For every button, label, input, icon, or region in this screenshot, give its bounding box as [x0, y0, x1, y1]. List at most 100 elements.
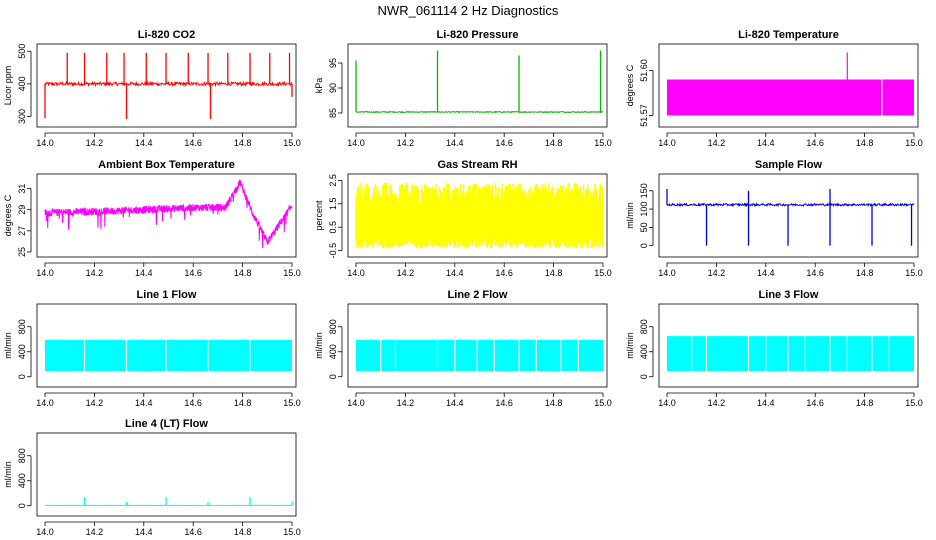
x-tick-label: 14.0	[658, 268, 676, 278]
x-tick-label: 14.4	[446, 268, 464, 278]
y-tick-label: 800	[639, 319, 649, 334]
x-tick-label: 15.0	[283, 138, 301, 148]
plot-frame	[347, 303, 608, 388]
x-tick-label: 15.0	[905, 268, 923, 278]
series-sample-flow	[666, 188, 915, 246]
y-tick-label: 500	[17, 44, 27, 59]
panel-line4: Line 4 (LT) Flow 14.0 14.2 14.4 14.6 14.8 15.0…	[3, 418, 301, 537]
plot-frame	[658, 43, 919, 128]
y-tick-label: 300	[17, 109, 27, 124]
panel-pressure: Li-820 Pressure 14.0 14.2 14.4 14.6 14.8 15.0 8…	[314, 29, 612, 148]
x-tick-label: 14.8	[856, 268, 874, 278]
series-line	[44, 179, 293, 248]
x-tick-label: 14.8	[856, 138, 874, 148]
x-tick-label: 14.0	[36, 268, 54, 278]
flow-band	[356, 339, 603, 372]
series-line	[44, 80, 293, 88]
series-rh	[355, 182, 604, 249]
figure-title: NWR_061114 2 Hz Diagnostics	[378, 3, 559, 18]
y-tick-label: 27	[17, 226, 27, 236]
y-tick-label: 0	[328, 374, 338, 379]
series-line3	[667, 336, 914, 372]
x-tick-label: 15.0	[283, 527, 301, 537]
x-tick-label: 14.4	[135, 527, 153, 537]
x-tick-label: 14.6	[495, 138, 513, 148]
x-tick-label: 14.0	[36, 398, 54, 408]
series-box-temp	[44, 179, 293, 248]
y-axis-label: kPa	[314, 78, 324, 94]
x-tick-label: 14.8	[545, 398, 563, 408]
x-tick-label: 14.2	[708, 398, 726, 408]
x-tick-label: 14.0	[36, 138, 54, 148]
y-tick-label: 0	[17, 503, 27, 508]
plot-frame	[36, 303, 297, 388]
x-tick-label: 14.0	[36, 527, 54, 537]
x-tick-label: 14.6	[806, 268, 824, 278]
x-tick-label: 14.2	[397, 268, 415, 278]
x-tick-label: 15.0	[283, 268, 301, 278]
y-axis-label: Licor ppm	[3, 66, 13, 106]
x-tick-label: 14.4	[757, 398, 775, 408]
x-tick-label: 14.8	[234, 527, 252, 537]
y-tick-label: 400	[328, 344, 338, 359]
x-tick-label: 14.2	[86, 138, 104, 148]
y-axis-label: ml/min	[3, 461, 13, 488]
panel-title: Gas Stream RH	[437, 159, 517, 171]
plot-frame	[36, 432, 297, 517]
y-tick-label: 800	[328, 319, 338, 334]
x-tick-label: 14.0	[658, 398, 676, 408]
y-tick-label: 400	[17, 473, 27, 488]
x-tick-label: 14.0	[347, 268, 365, 278]
panel-title: Li-820 Temperature	[738, 29, 839, 41]
x-tick-label: 14.0	[347, 398, 365, 408]
x-tick-label: 14.4	[135, 268, 153, 278]
series-line2	[356, 339, 603, 372]
flow-band	[667, 79, 914, 116]
panel-line3: Line 3 Flow 14.0 14.2 14.4 14.6 14.8 15.0 0 400 8…	[625, 289, 923, 408]
y-tick-label: 85	[328, 108, 338, 118]
panel-rh: Gas Stream RH 14.0 14.2 14.4 14.6 14.8 15.0 -0.…	[314, 159, 612, 278]
series-line1	[45, 339, 292, 372]
plot-frame	[36, 43, 297, 128]
panel-co2: Li-820 CO2 14.0 14.2 14.4 14.6 14.8 15.0 300 400…	[3, 29, 301, 148]
x-tick-label: 14.2	[86, 527, 104, 537]
x-tick-label: 14.4	[757, 138, 775, 148]
y-tick-label: 800	[17, 319, 27, 334]
x-tick-label: 14.8	[545, 138, 563, 148]
x-tick-label: 14.6	[184, 527, 202, 537]
panel-title: Line 1 Flow	[137, 289, 197, 301]
y-tick-label: 1.5	[328, 198, 338, 211]
x-tick-label: 14.0	[347, 138, 365, 148]
flow-band	[45, 339, 292, 372]
x-tick-label: 14.2	[86, 268, 104, 278]
y-axis-label: ml/min	[625, 332, 635, 359]
panel-box-temp: Ambient Box Temperature 14.0 14.2 14.4 14.6 1…	[3, 159, 301, 278]
series-co2	[44, 52, 293, 120]
panel-line1: Line 1 Flow 14.0 14.2 14.4 14.6 14.8 15.0 0 400 8…	[3, 289, 301, 408]
x-tick-label: 14.4	[135, 398, 153, 408]
panel-line2: Line 2 Flow 14.0 14.2 14.4 14.6 14.8 15.0 0 400 8…	[314, 289, 612, 408]
x-tick-label: 14.2	[708, 268, 726, 278]
x-tick-label: 15.0	[905, 138, 923, 148]
x-tick-label: 14.2	[397, 398, 415, 408]
y-tick-label: 51.60	[639, 59, 649, 82]
x-tick-label: 14.8	[545, 268, 563, 278]
x-tick-label: 14.8	[856, 398, 874, 408]
x-tick-label: 14.4	[135, 138, 153, 148]
panel-sample-flow: Sample Flow 14.0 14.2 14.4 14.6 14.8 15.0 0 50 10…	[625, 159, 923, 278]
panel-title: Ambient Box Temperature	[98, 159, 235, 171]
y-tick-label: 25	[17, 247, 27, 257]
x-tick-label: 14.6	[495, 398, 513, 408]
panel-title: Line 3 Flow	[759, 289, 819, 301]
series-line	[666, 202, 915, 208]
y-axis-label: ml/min	[625, 202, 635, 229]
plot-frame	[658, 303, 919, 388]
plot-frame	[658, 173, 919, 258]
panel-licor-temp: Li-820 Temperature 14.0 14.2 14.4 14.6 14.8 15…	[625, 29, 923, 148]
x-tick-label: 14.8	[234, 398, 252, 408]
x-tick-label: 14.6	[184, 138, 202, 148]
x-tick-label: 15.0	[905, 398, 923, 408]
x-tick-label: 14.6	[184, 268, 202, 278]
y-tick-label: 50	[639, 222, 649, 232]
x-tick-label: 14.2	[397, 138, 415, 148]
